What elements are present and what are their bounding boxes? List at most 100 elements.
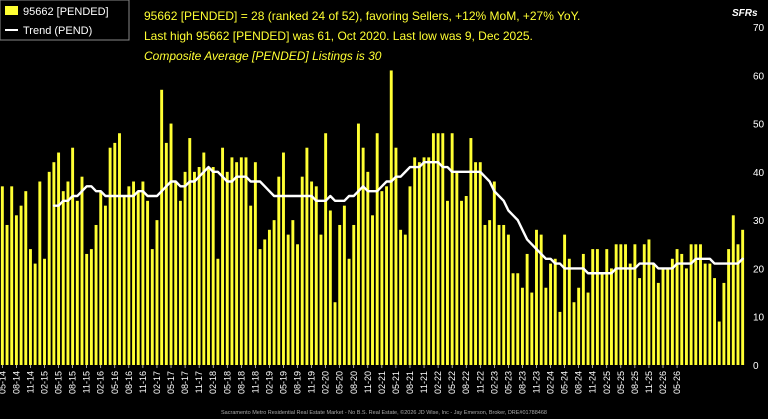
bar xyxy=(132,181,135,365)
bar xyxy=(572,302,576,365)
bar xyxy=(127,186,131,365)
bar xyxy=(530,292,534,365)
bar xyxy=(544,287,548,365)
bar xyxy=(417,162,421,365)
bar xyxy=(638,278,642,365)
x-tick-label: 08-23 xyxy=(517,371,527,394)
bar xyxy=(61,191,65,365)
bar xyxy=(178,200,182,365)
bar xyxy=(225,171,229,365)
bar xyxy=(10,186,14,365)
bar xyxy=(319,234,323,365)
high-low-line: Last high 95662 [PENDED] was 61, Oct 202… xyxy=(144,29,533,43)
bar-series xyxy=(0,70,745,366)
bar xyxy=(52,162,56,365)
bar xyxy=(661,268,665,365)
bar xyxy=(549,263,553,365)
bar xyxy=(80,176,84,365)
bar xyxy=(642,244,646,365)
bar xyxy=(652,263,656,365)
bar xyxy=(389,70,393,366)
bar xyxy=(169,123,173,365)
y-tick-label: 40 xyxy=(753,168,765,179)
bar xyxy=(183,171,187,365)
bar xyxy=(722,282,726,365)
y-axis: 0 10 20 30 40 50 60 70 xyxy=(753,23,765,372)
bar xyxy=(446,200,449,365)
bar xyxy=(366,171,370,365)
x-tick-label: 02-19 xyxy=(264,371,274,394)
y-tick-label: 70 xyxy=(753,23,765,34)
bar xyxy=(211,167,215,365)
bar xyxy=(563,234,567,365)
bar xyxy=(675,249,679,365)
bar xyxy=(43,258,46,365)
bar xyxy=(71,147,75,365)
bar xyxy=(239,157,243,365)
x-tick-label: 02-22 xyxy=(433,371,443,394)
bar xyxy=(413,157,417,365)
bar xyxy=(656,282,660,365)
x-tick-label: 05-21 xyxy=(391,371,401,394)
x-tick-label: 11-22 xyxy=(475,371,485,393)
x-tick-label: 08-24 xyxy=(574,371,584,394)
bar xyxy=(160,89,164,366)
x-tick-label: 08-18 xyxy=(236,371,246,394)
bar xyxy=(535,229,538,365)
bar xyxy=(516,273,520,365)
trend-line xyxy=(52,160,744,275)
bar xyxy=(305,147,309,365)
x-tick-label: 11-24 xyxy=(588,371,598,393)
bar xyxy=(403,234,407,365)
bar xyxy=(146,200,150,365)
bar xyxy=(338,224,342,365)
bar xyxy=(478,162,482,365)
bar xyxy=(633,244,637,365)
bar xyxy=(47,171,51,365)
bar xyxy=(464,196,468,365)
bar xyxy=(85,253,89,365)
bar xyxy=(38,181,42,365)
bar xyxy=(352,224,356,365)
bar xyxy=(385,186,389,365)
bar xyxy=(506,234,510,365)
bar xyxy=(253,162,257,365)
footer-credit: Sacramento Metro Residential Real Estate… xyxy=(221,409,547,416)
bar xyxy=(408,186,412,365)
bar xyxy=(282,152,285,365)
x-tick-label: 11-15 xyxy=(82,371,92,393)
bar xyxy=(666,268,670,365)
bar xyxy=(520,287,524,365)
bar xyxy=(99,191,103,365)
bar xyxy=(595,249,599,365)
bar xyxy=(230,157,234,365)
bar xyxy=(628,263,632,365)
bar xyxy=(286,234,290,365)
y-tick-label: 50 xyxy=(753,120,765,131)
x-tick-label: 02-15 xyxy=(40,371,50,394)
x-tick-label: 05-17 xyxy=(166,371,176,394)
x-tick-label: 05-22 xyxy=(447,371,457,394)
x-tick-label: 11-18 xyxy=(250,371,260,393)
bar xyxy=(586,292,590,365)
bar xyxy=(333,302,337,365)
x-tick-label: 11-23 xyxy=(531,371,541,393)
bar xyxy=(272,220,276,365)
bar xyxy=(361,147,365,365)
bar xyxy=(118,133,121,365)
bar xyxy=(122,196,126,365)
bar xyxy=(455,171,459,365)
x-tick-label: 11-17 xyxy=(194,371,204,393)
bar xyxy=(113,142,117,365)
bar xyxy=(694,244,698,365)
x-tick-label: 08-22 xyxy=(461,371,471,394)
bar xyxy=(66,181,70,365)
x-tick-label: 11-25 xyxy=(644,371,654,393)
bar xyxy=(324,133,328,365)
x-tick-label: 11-21 xyxy=(419,371,429,393)
bar xyxy=(708,263,712,365)
x-tick-label: 05-20 xyxy=(335,371,345,394)
bar xyxy=(431,133,435,365)
bar xyxy=(197,167,201,365)
x-tick-label: 02-24 xyxy=(546,371,556,394)
